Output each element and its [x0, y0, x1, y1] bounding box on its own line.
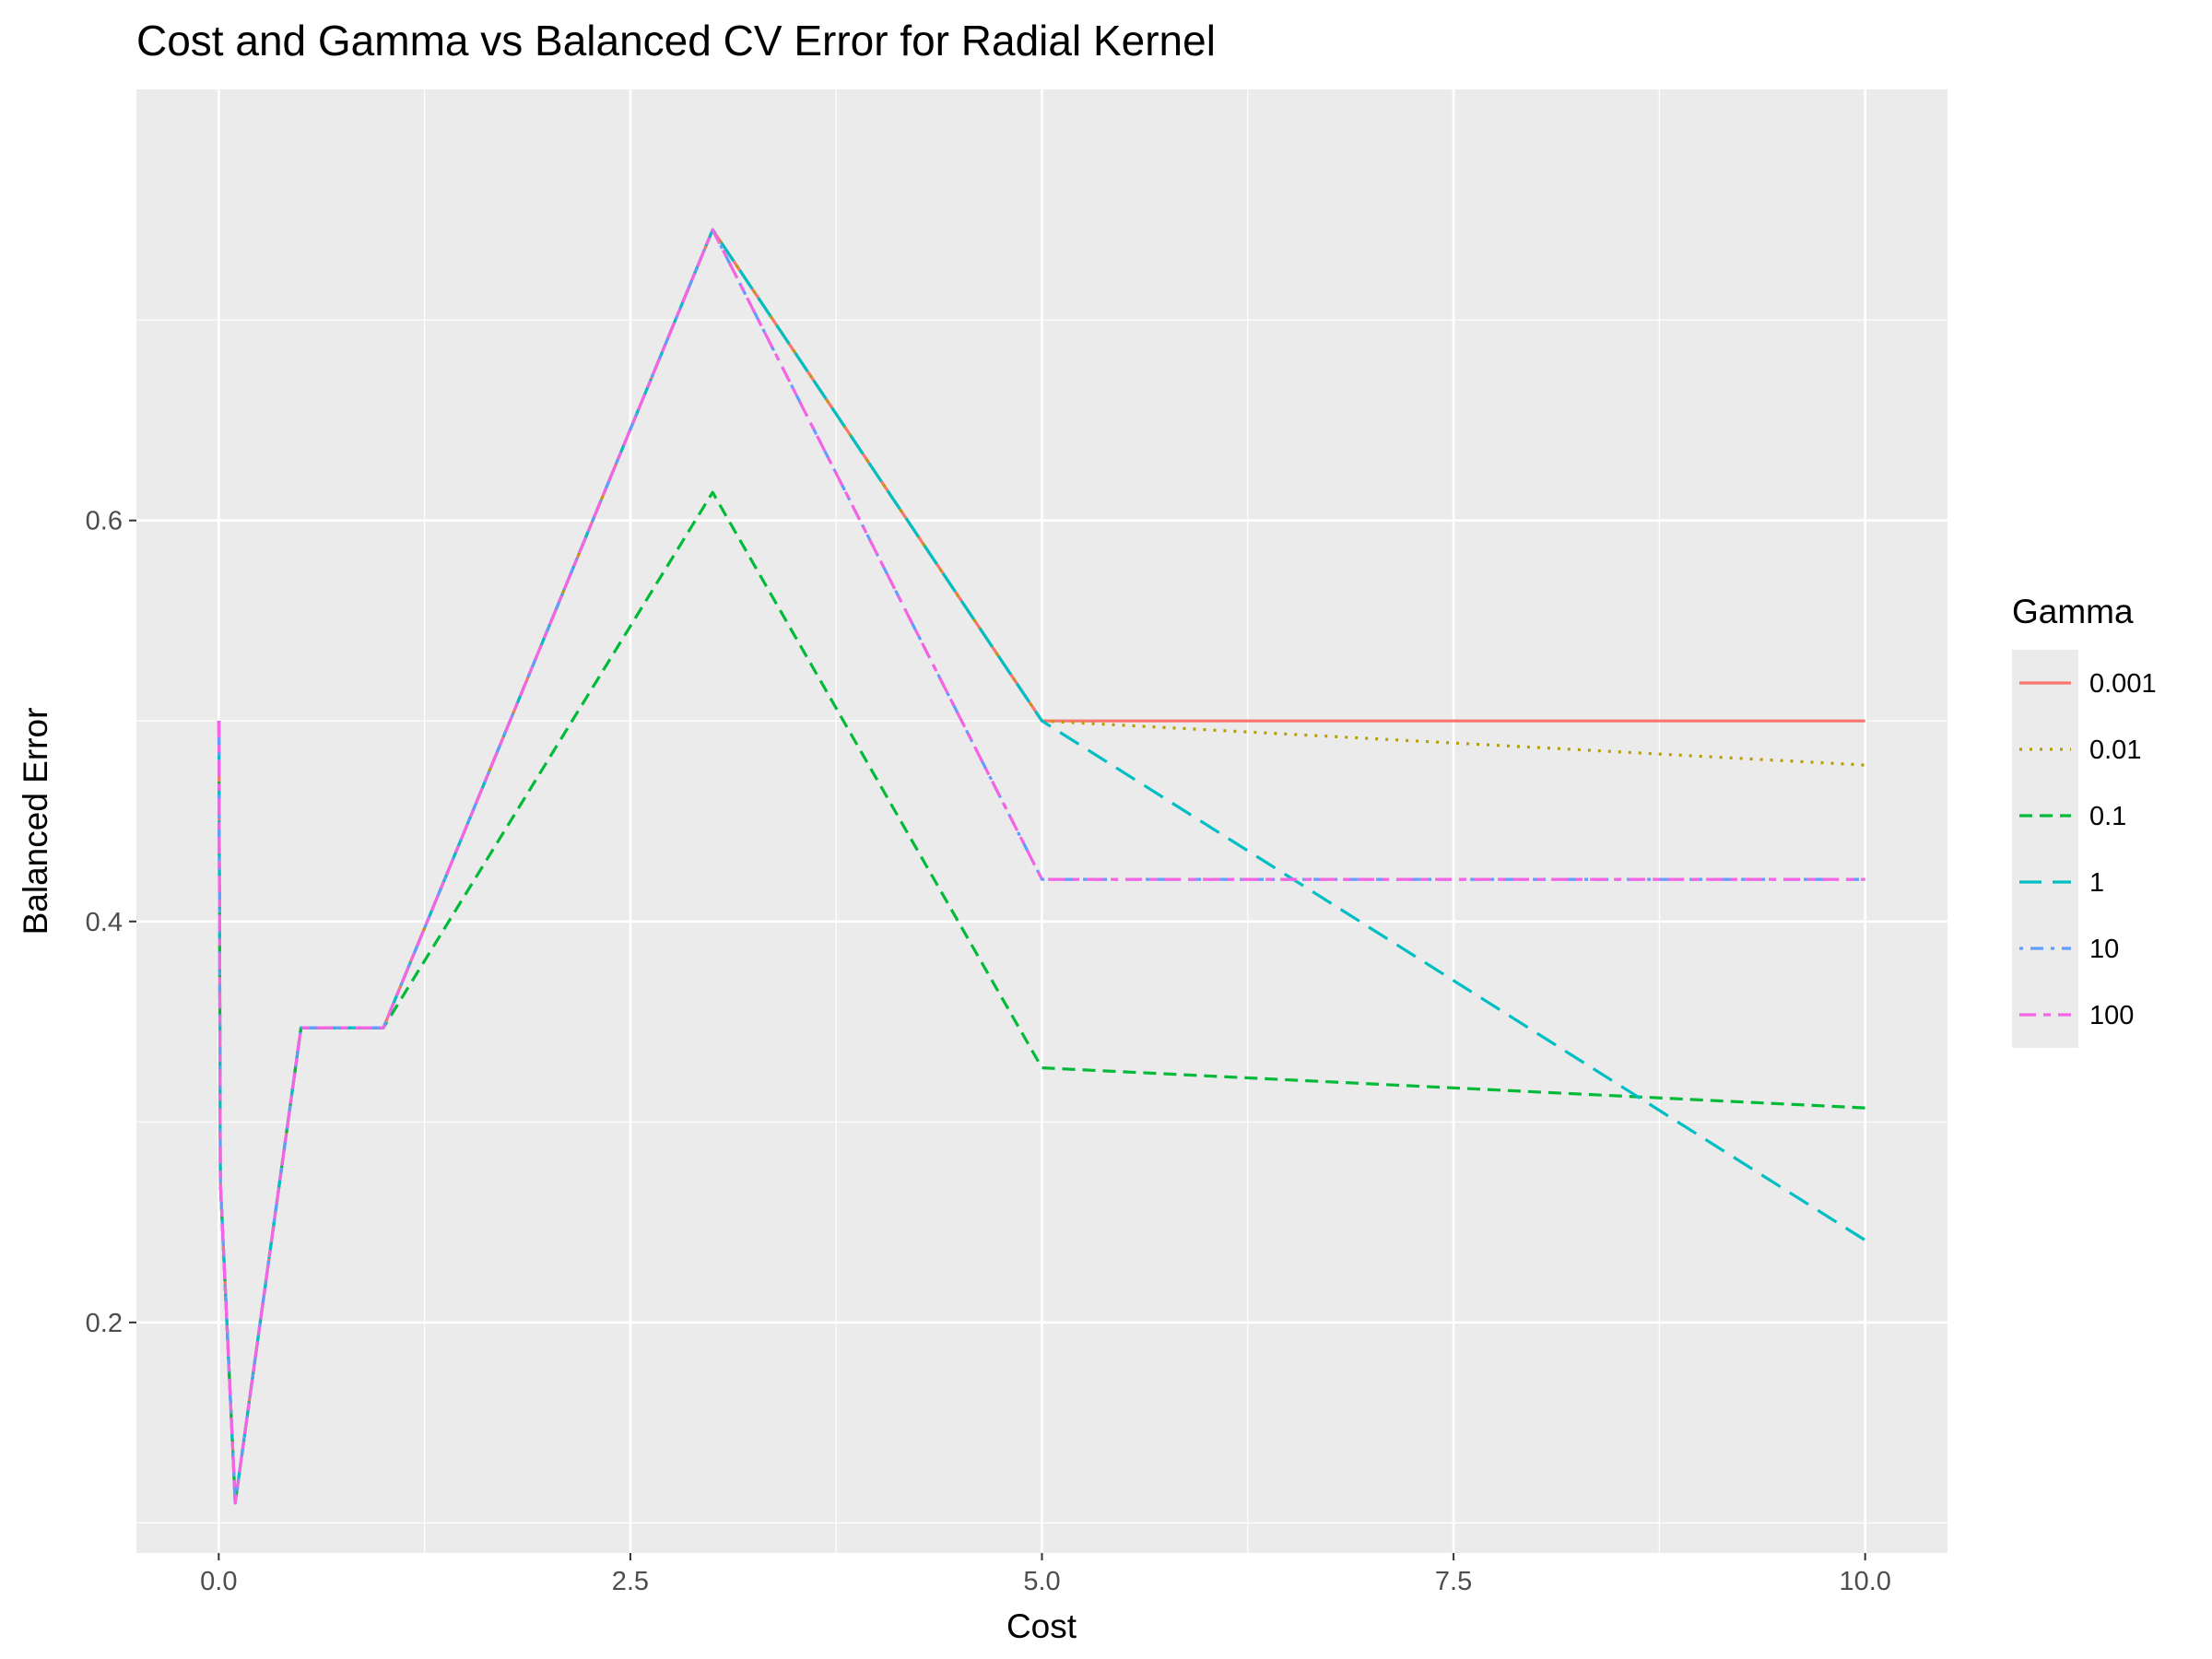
x-tick-label: 0.0 — [200, 1567, 237, 1596]
x-axis: 0.0 2.5 5.0 7.5 10.0 — [200, 1553, 1891, 1596]
x-tick-label: 5.0 — [1023, 1567, 1060, 1596]
legend-label: 0.1 — [2089, 802, 2126, 831]
series-lines — [217, 228, 1866, 1505]
legend-key-background — [2012, 650, 2078, 1048]
x-tick-label: 10.0 — [1839, 1567, 1890, 1596]
legend-title: Gamma — [2012, 593, 2134, 630]
y-axis-title: Balanced Error — [17, 708, 54, 935]
legend: Gamma 0.001 0.01 0.1 1 10 100 — [2012, 593, 2157, 1048]
legend-label: 100 — [2089, 1001, 2134, 1030]
chart-title: Cost and Gamma vs Balanced CV Error for … — [136, 17, 1216, 65]
legend-label: 0.01 — [2089, 735, 2141, 765]
y-tick-label: 0.6 — [86, 507, 123, 536]
y-tick-label: 0.4 — [86, 908, 123, 937]
y-tick-label: 0.2 — [86, 1309, 123, 1338]
grid-major — [136, 89, 1947, 1553]
legend-label: 0.001 — [2089, 669, 2157, 699]
x-tick-label: 7.5 — [1435, 1567, 1472, 1596]
y-axis: 0.2 0.4 0.6 — [86, 507, 136, 1338]
x-axis-title: Cost — [1006, 1607, 1077, 1645]
legend-label: 1 — [2089, 868, 2104, 898]
legend-label: 10 — [2089, 935, 2119, 964]
series-line-100 — [217, 228, 1865, 1505]
x-tick-label: 2.5 — [612, 1567, 649, 1596]
